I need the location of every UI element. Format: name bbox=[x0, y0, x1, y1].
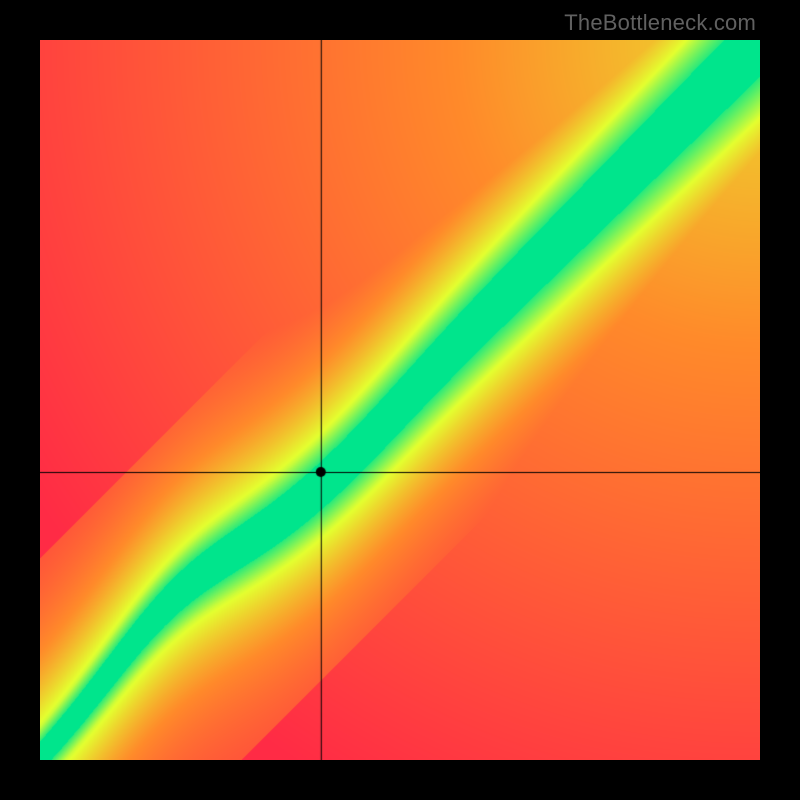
heatmap-canvas bbox=[40, 40, 760, 760]
watermark-text: TheBottleneck.com bbox=[564, 10, 756, 36]
plot-area bbox=[40, 40, 760, 760]
